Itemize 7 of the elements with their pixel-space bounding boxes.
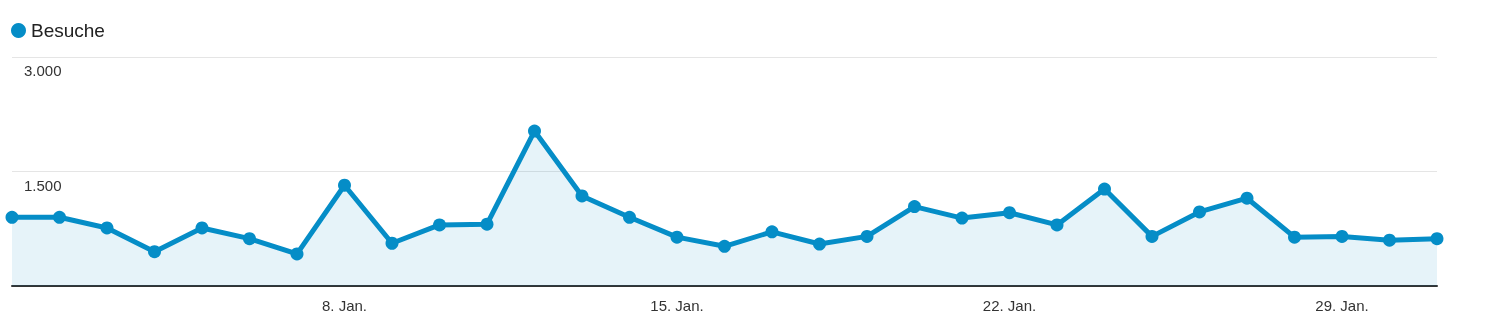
y-tick-label: 3.000 (24, 62, 62, 79)
x-tick-label: 22. Jan. (982, 297, 1037, 314)
legend-label: Besuche (31, 20, 105, 41)
x-tick-label: 29. Jan. (1315, 297, 1369, 314)
x-tick-label: 8. Jan. (321, 297, 368, 314)
y-tick-label: 1.500 (24, 176, 62, 194)
x-tick-label: 15. Jan. (650, 297, 704, 314)
